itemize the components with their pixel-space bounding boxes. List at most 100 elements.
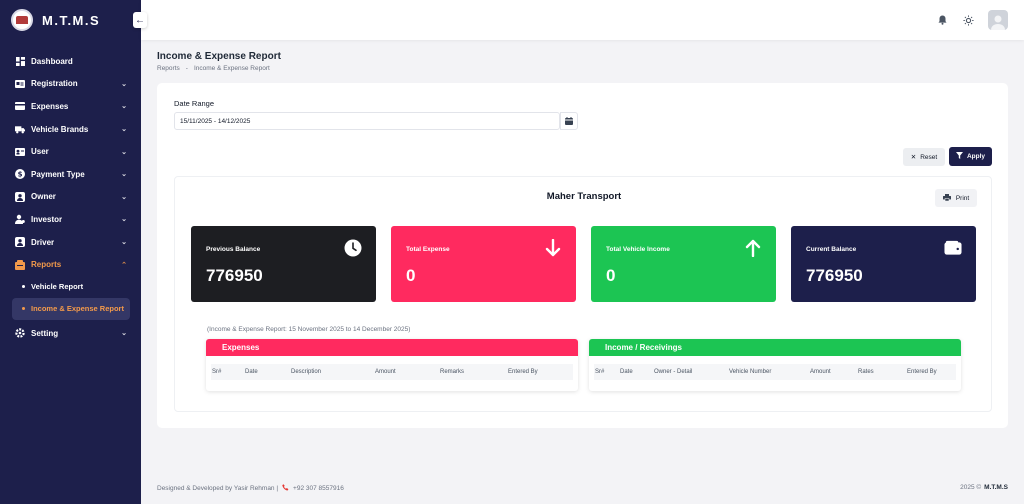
brand[interactable]: M.T.M.S	[0, 0, 141, 40]
column-header: Amount	[810, 369, 831, 375]
sidebar: M.T.M.S Dashboard Registration ⌄ Expense…	[0, 0, 141, 504]
sidebar-item-vehicle-brands[interactable]: Vehicle Brands ⌄	[0, 118, 141, 141]
gear-icon	[15, 328, 25, 338]
sidebar-collapse-button[interactable]: ←	[133, 12, 147, 28]
date-range-input[interactable]: 15/11/2025 - 14/12/2025	[174, 112, 560, 130]
dashboard-icon	[15, 56, 25, 66]
chevron-down-icon: ⌄	[121, 126, 127, 134]
dollar-icon: $	[15, 169, 25, 180]
chevron-up-icon: ⌃	[121, 261, 127, 269]
sidebar-item-label: Investor	[31, 214, 63, 224]
expenses-table-header: Sr# Date Description Amount Remarks Ente…	[211, 364, 573, 380]
print-button[interactable]: Print	[935, 189, 977, 207]
date-range-label: Date Range	[174, 99, 215, 108]
sidebar-subitem-vehicle-report[interactable]: Vehicle Report	[0, 276, 141, 298]
user-card-icon	[15, 147, 25, 157]
column-header: Description	[291, 369, 322, 375]
arrow-down-icon	[544, 239, 562, 257]
footer-brand: M.T.M.S	[984, 484, 1008, 491]
breadcrumb: Reports - Income & Expense Report	[157, 65, 270, 72]
column-header: Entered By	[508, 369, 538, 375]
sidebar-item-expenses[interactable]: Expenses ⌄	[0, 95, 141, 118]
income-table-title: Income / Receivings	[589, 339, 961, 356]
driver-icon	[15, 237, 25, 248]
sidebar-item-label: Reports	[31, 260, 62, 270]
sidebar-item-label: Expenses	[31, 101, 69, 111]
print-label: Print	[955, 194, 970, 202]
investor-icon	[15, 214, 25, 225]
footer-copyright: 2025 © M.T.M.S	[960, 484, 1008, 491]
phone-icon	[282, 484, 289, 493]
stat-total-expense: Total Expense 0	[391, 226, 576, 302]
sidebar-item-investor[interactable]: Investor ⌄	[0, 208, 141, 231]
stat-value: 776950	[806, 266, 863, 285]
footer-credits: Designed & Developed by Yasir Rehman | +…	[157, 484, 344, 493]
avatar[interactable]	[988, 10, 1008, 30]
sun-icon[interactable]	[962, 14, 974, 26]
column-header: Remarks	[440, 369, 465, 375]
arrow-left-icon: ←	[135, 14, 145, 26]
stat-value: 776950	[206, 266, 263, 285]
copyright-text: 2025 ©	[960, 484, 982, 491]
breadcrumb-item: Income & Expense Report	[193, 65, 270, 72]
sidebar-item-label: Owner	[31, 192, 56, 202]
reset-button[interactable]: ✕ Reset	[903, 148, 945, 166]
sidebar-item-reports[interactable]: Reports ⌃	[0, 253, 141, 276]
column-header: Rates	[858, 369, 874, 375]
svg-text:$: $	[18, 171, 23, 179]
reports-icon	[15, 259, 25, 270]
breadcrumb-separator: -	[185, 65, 188, 72]
chevron-down-icon: ⌄	[121, 216, 127, 224]
stat-label: Total Expense	[406, 246, 450, 253]
report-range-text: (Income & Expense Report: 15 November 20…	[207, 326, 411, 333]
sidebar-menu: Dashboard Registration ⌄ Expenses ⌄ Vehi…	[0, 50, 141, 345]
chevron-down-icon: ⌄	[121, 239, 127, 247]
income-table: Income / Receivings Sr# Date Owner - Det…	[589, 339, 961, 391]
sidebar-item-payment-type[interactable]: $ Payment Type ⌄	[0, 163, 141, 186]
chevron-down-icon: ⌄	[121, 148, 127, 156]
company-name: Maher Transport	[546, 191, 622, 202]
filter-icon	[955, 152, 963, 161]
arrow-up-icon	[744, 239, 762, 257]
page-title: Income & Expense Report	[157, 51, 281, 62]
calendar-icon	[565, 112, 573, 130]
chevron-down-icon: ⌄	[121, 193, 127, 201]
chevron-down-icon: ⌄	[121, 171, 127, 179]
sidebar-subitem-label: Vehicle Report	[31, 282, 84, 292]
sidebar-subitem-income-expense-report[interactable]: Income & Expense Report	[12, 297, 130, 320]
sidebar-item-setting[interactable]: Setting ⌄	[0, 322, 141, 345]
breadcrumb-item[interactable]: Reports	[157, 65, 180, 72]
sidebar-item-owner[interactable]: Owner ⌄	[0, 186, 141, 209]
report-card: Date Range 15/11/2025 - 14/12/2025 ✕ Res…	[157, 83, 1008, 428]
expenses-table: Expenses Sr# Date Description Amount Rem…	[206, 339, 578, 391]
chevron-down-icon: ⌄	[121, 330, 127, 338]
phone-number[interactable]: +92 307 8557916	[293, 485, 344, 492]
column-header: Vehicle Number	[729, 369, 772, 375]
chevron-down-icon: ⌄	[121, 103, 127, 111]
chevron-down-icon: ⌄	[121, 80, 127, 88]
sidebar-item-registration[interactable]: Registration ⌄	[0, 73, 141, 96]
app-logo	[11, 9, 33, 31]
sidebar-item-label: Dashboard	[31, 56, 73, 66]
sidebar-subitem-label: Income & Expense Report	[31, 304, 124, 314]
bell-icon[interactable]	[936, 14, 948, 26]
owner-icon	[15, 191, 25, 202]
close-icon: ✕	[910, 154, 917, 161]
sidebar-item-dashboard[interactable]: Dashboard	[0, 50, 141, 73]
stat-label: Total Vehicle Income	[606, 246, 670, 253]
sidebar-item-user[interactable]: User ⌄	[0, 140, 141, 163]
reset-label: Reset	[920, 153, 938, 161]
column-header: Amount	[375, 369, 396, 375]
sidebar-item-label: Driver	[31, 237, 55, 247]
calendar-button[interactable]	[560, 112, 578, 130]
stat-previous-balance: Previous Balance 776950	[191, 226, 376, 302]
stat-current-balance: Current Balance 776950	[791, 226, 976, 302]
sidebar-item-driver[interactable]: Driver ⌄	[0, 231, 141, 254]
apply-button[interactable]: Apply	[949, 147, 992, 166]
sidebar-item-label: Registration	[31, 79, 78, 89]
column-header: Sr#	[212, 369, 222, 375]
clock-icon	[344, 239, 362, 257]
column-header: Date	[245, 369, 258, 375]
column-header: Sr#	[595, 369, 605, 375]
printer-icon	[942, 193, 951, 203]
